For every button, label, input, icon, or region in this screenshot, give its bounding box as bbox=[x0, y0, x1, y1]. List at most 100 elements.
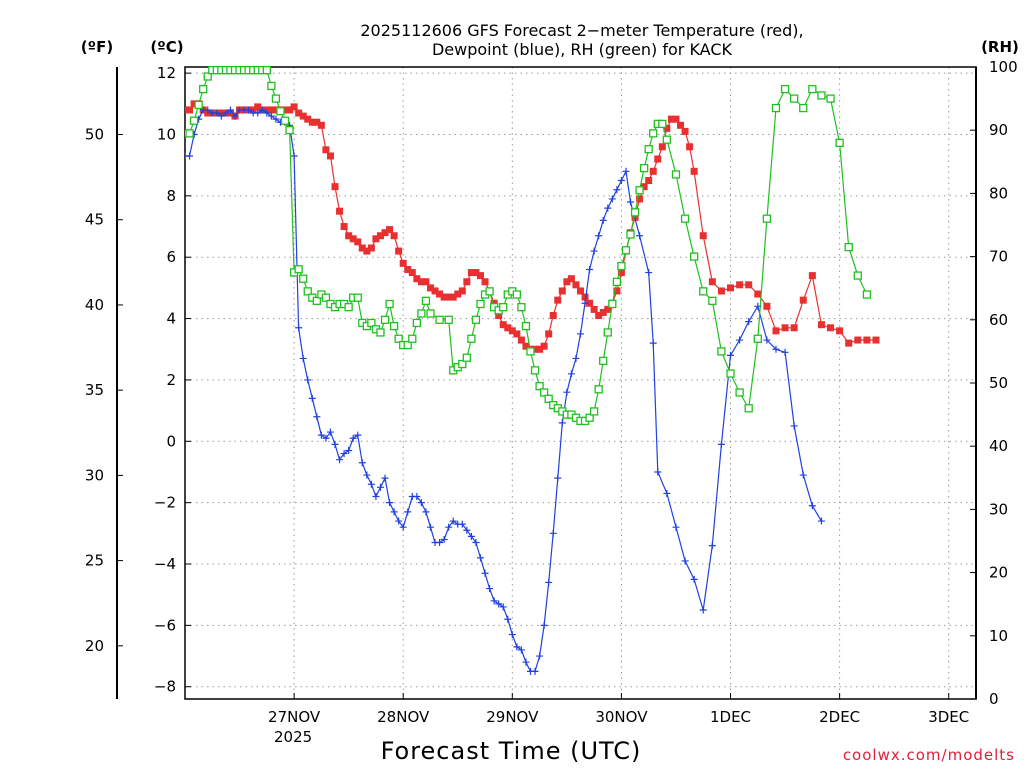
dewpoint-marker bbox=[390, 508, 398, 516]
temperature-marker bbox=[472, 269, 480, 277]
rh-marker bbox=[499, 303, 508, 312]
rh-marker bbox=[599, 356, 608, 366]
temperature-marker bbox=[781, 324, 789, 332]
dewpoint-marker bbox=[549, 529, 557, 537]
rh-marker bbox=[194, 100, 203, 110]
dewpoint-marker bbox=[708, 542, 716, 550]
temperature-marker bbox=[336, 207, 344, 215]
temperature-marker bbox=[367, 244, 375, 252]
dewpoint-marker bbox=[517, 646, 525, 654]
dewpoint-marker bbox=[372, 493, 380, 501]
temperature-marker bbox=[872, 336, 880, 344]
rh-marker bbox=[280, 116, 290, 125]
x-axis-label: Forecast Time (UTC) bbox=[381, 737, 642, 765]
rh-marker bbox=[844, 242, 853, 252]
temperature-marker bbox=[449, 293, 457, 301]
rh-marker bbox=[485, 287, 494, 296]
temperature-marker bbox=[431, 287, 439, 295]
dewpoint-marker bbox=[681, 557, 689, 565]
temperature-marker bbox=[272, 106, 280, 114]
rh-marker bbox=[312, 296, 321, 305]
dewpoint-marker bbox=[386, 499, 394, 507]
dewpoint-marker bbox=[563, 388, 571, 396]
rh-tick-label: 30 bbox=[989, 500, 1008, 518]
dewpoint-marker bbox=[417, 499, 425, 507]
temperature-marker bbox=[586, 299, 594, 307]
dewpoint-marker bbox=[467, 532, 475, 540]
dewpoint-marker bbox=[577, 330, 584, 338]
celsius-tick-label: 12 bbox=[157, 64, 176, 82]
dewpoint-marker bbox=[608, 195, 616, 203]
dewpoint-marker bbox=[699, 606, 707, 614]
temperature-marker bbox=[186, 106, 194, 114]
fahrenheit-unit-label: (ºF) bbox=[81, 38, 113, 56]
temperature-line bbox=[185, 103, 876, 350]
rh-tick-label: 70 bbox=[989, 248, 1008, 266]
dewpoint-marker bbox=[272, 115, 280, 123]
rh-marker bbox=[426, 309, 435, 318]
dewpoint-marker bbox=[490, 597, 498, 605]
temperature-marker bbox=[613, 287, 621, 295]
dewpoint-marker bbox=[799, 471, 807, 479]
temperature-marker bbox=[654, 155, 662, 163]
rh-marker bbox=[699, 287, 708, 296]
dewpoint-marker bbox=[458, 520, 466, 528]
temperature-marker bbox=[513, 330, 521, 338]
temperature-marker bbox=[845, 339, 853, 347]
rh-marker bbox=[285, 126, 294, 135]
temperature-marker bbox=[454, 290, 462, 298]
rh-marker bbox=[344, 303, 353, 312]
dewpoint-marker bbox=[790, 422, 798, 430]
dewpoint-marker bbox=[622, 167, 630, 175]
x-tick-year-label: 2025 bbox=[274, 728, 312, 746]
dewpoint-marker bbox=[231, 112, 239, 120]
temperature-marker bbox=[476, 272, 484, 280]
temperature-marker bbox=[558, 287, 566, 295]
dewpoint-marker bbox=[745, 318, 753, 326]
dewpoint-marker bbox=[763, 336, 771, 344]
temperature-marker bbox=[699, 232, 707, 240]
dewpoint-marker bbox=[304, 376, 312, 384]
dewpoint-marker bbox=[486, 585, 494, 593]
dewpoint-marker bbox=[186, 152, 194, 160]
rh-marker bbox=[662, 135, 672, 144]
dewpoint-marker bbox=[540, 621, 548, 629]
temperature-marker bbox=[658, 143, 666, 151]
temperature-marker bbox=[390, 232, 398, 240]
dewpoint-marker bbox=[536, 652, 544, 660]
dewpoint-marker bbox=[445, 523, 453, 531]
dewpoint-marker bbox=[299, 354, 307, 362]
rh-marker bbox=[521, 321, 531, 331]
temperature-marker bbox=[672, 115, 680, 123]
temperature-marker bbox=[399, 259, 407, 267]
temperature-marker bbox=[404, 265, 412, 273]
temperature-marker bbox=[667, 115, 675, 123]
temperature-marker bbox=[517, 336, 525, 344]
dewpoint-marker bbox=[499, 603, 507, 611]
rh-tick-label: 100 bbox=[989, 58, 1018, 76]
rh-marker bbox=[835, 138, 844, 147]
temperature-marker bbox=[663, 124, 671, 132]
temperature-marker bbox=[440, 293, 448, 301]
temperature-marker bbox=[708, 278, 716, 286]
dewpoint-marker bbox=[613, 186, 621, 194]
rh-marker bbox=[303, 287, 312, 296]
dewpoint-marker bbox=[772, 345, 780, 353]
rh-marker bbox=[671, 170, 681, 179]
rh-tick-label: 80 bbox=[989, 184, 1008, 202]
temperature-series bbox=[185, 100, 880, 353]
temperature-marker bbox=[481, 278, 489, 286]
dewpoint-marker bbox=[554, 474, 562, 482]
dewpoint-marker bbox=[399, 523, 407, 531]
dewpoint-marker bbox=[313, 413, 321, 421]
dewpoint-marker bbox=[604, 204, 612, 212]
rh-marker bbox=[790, 94, 799, 103]
temperature-marker bbox=[763, 302, 771, 310]
temperature-marker bbox=[304, 115, 312, 123]
x-tick-label: 30NOV bbox=[595, 708, 648, 726]
dewpoint-marker bbox=[495, 600, 503, 608]
temperature-marker bbox=[413, 275, 421, 283]
temperature-marker bbox=[463, 278, 471, 286]
dewpoint-marker bbox=[567, 370, 575, 378]
rh-marker bbox=[585, 413, 594, 422]
